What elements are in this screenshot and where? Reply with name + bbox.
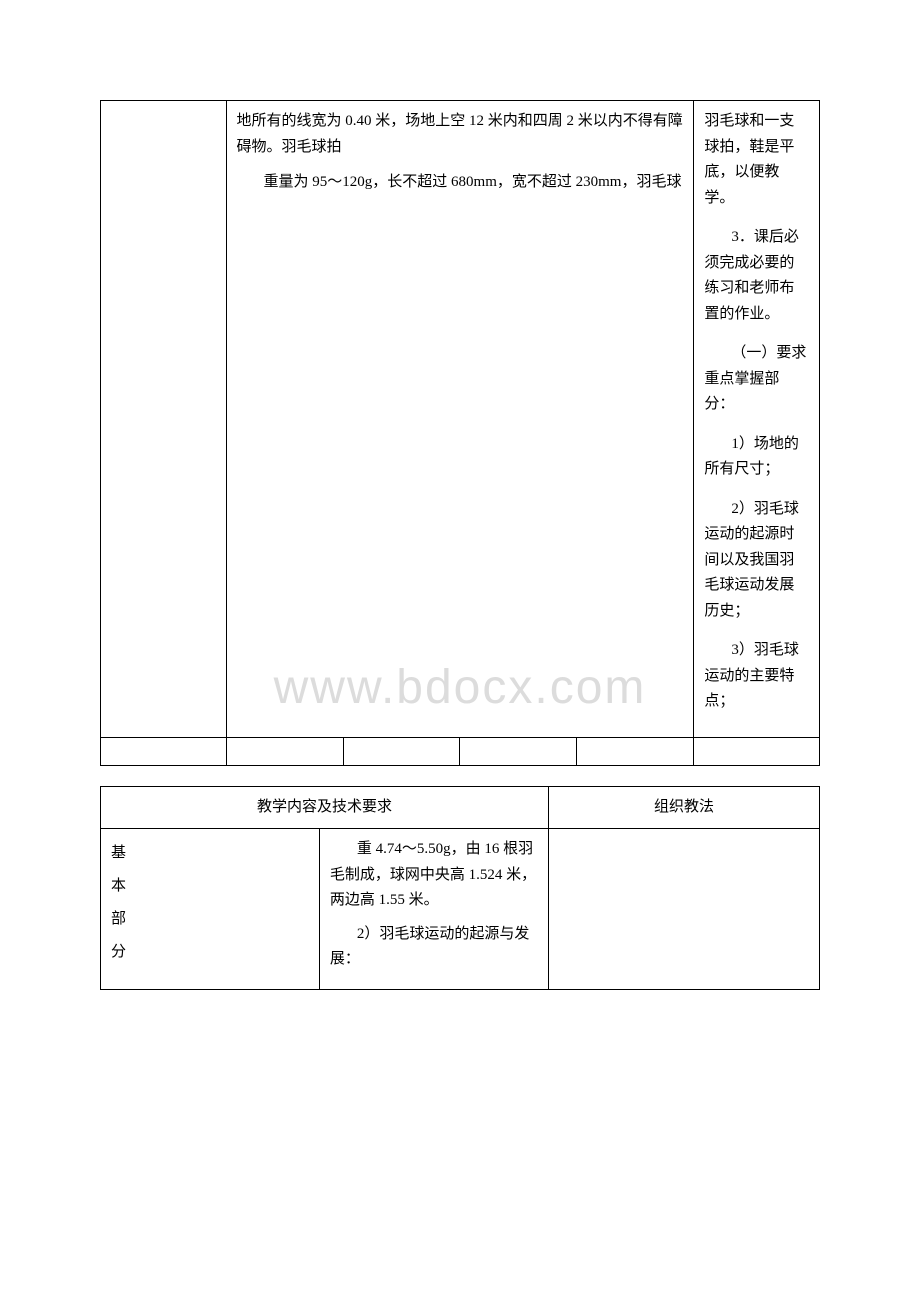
right-p4: 1）场地的所有尺寸； [704, 432, 809, 483]
empty-divider-row [101, 737, 820, 765]
lesson-table-lower: 教学内容及技术要求 组织教法 基 本 部 分 重 4.74～5.50g，由 16… [100, 786, 820, 990]
main-content-cell: 地所有的线宽为 0.40 米，场地上空 12 米内和四周 2 米以内不得有障碍物… [226, 101, 694, 738]
empty-cell-5 [577, 737, 694, 765]
right-p3: （一）要求重点掌握部分： [704, 341, 809, 418]
empty-cell-4 [460, 737, 577, 765]
org-method-empty-cell [549, 829, 820, 990]
section-label-cell: 基 本 部 分 [101, 829, 320, 990]
header-content-req: 教学内容及技术要求 [101, 786, 549, 829]
content-p2: 2）羽毛球运动的起源与发展： [330, 922, 538, 973]
label-char-4: 分 [111, 936, 309, 969]
right-p2: 3．课后必须完成必要的练习和老师布置的作业。 [704, 225, 809, 327]
table2-body-row: 基 本 部 分 重 4.74～5.50g，由 16 根羽毛制成，球网中央高 1.… [101, 829, 820, 990]
right-p5: 2）羽毛球运动的起源时间以及我国羽毛球运动发展历史； [704, 497, 809, 625]
main-line-1: 地所有的线宽为 0.40 米，场地上空 12 米内和四周 2 米以内不得有障碍物… [237, 109, 684, 160]
empty-cell-2 [226, 737, 343, 765]
label-char-3: 部 [111, 903, 309, 936]
main-line-2: 重量为 95～120g，长不超过 680mm，宽不超过 230mm，羽毛球 [237, 170, 684, 196]
empty-cell-1 [101, 737, 227, 765]
label-char-1: 基 [111, 837, 309, 870]
header-org-method: 组织教法 [549, 786, 820, 829]
empty-cell-3 [343, 737, 460, 765]
empty-cell-6 [694, 737, 820, 765]
lesson-table-upper: 地所有的线宽为 0.40 米，场地上空 12 米内和四周 2 米以内不得有障碍物… [100, 100, 820, 766]
content-detail-cell: 重 4.74～5.50g，由 16 根羽毛制成，球网中央高 1.524 米，两边… [319, 829, 548, 990]
label-char-2: 本 [111, 870, 309, 903]
right-notes-cell: 羽毛球和一支球拍，鞋是平底，以便教学。 3．课后必须完成必要的练习和老师布置的作… [694, 101, 820, 738]
content-p1: 重 4.74～5.50g，由 16 根羽毛制成，球网中央高 1.524 米，两边… [330, 837, 538, 914]
table2-header-row: 教学内容及技术要求 组织教法 [101, 786, 820, 829]
empty-cell-left [101, 101, 227, 738]
right-p1: 羽毛球和一支球拍，鞋是平底，以便教学。 [704, 109, 809, 211]
right-p6: 3）羽毛球运动的主要特点； [704, 638, 809, 715]
